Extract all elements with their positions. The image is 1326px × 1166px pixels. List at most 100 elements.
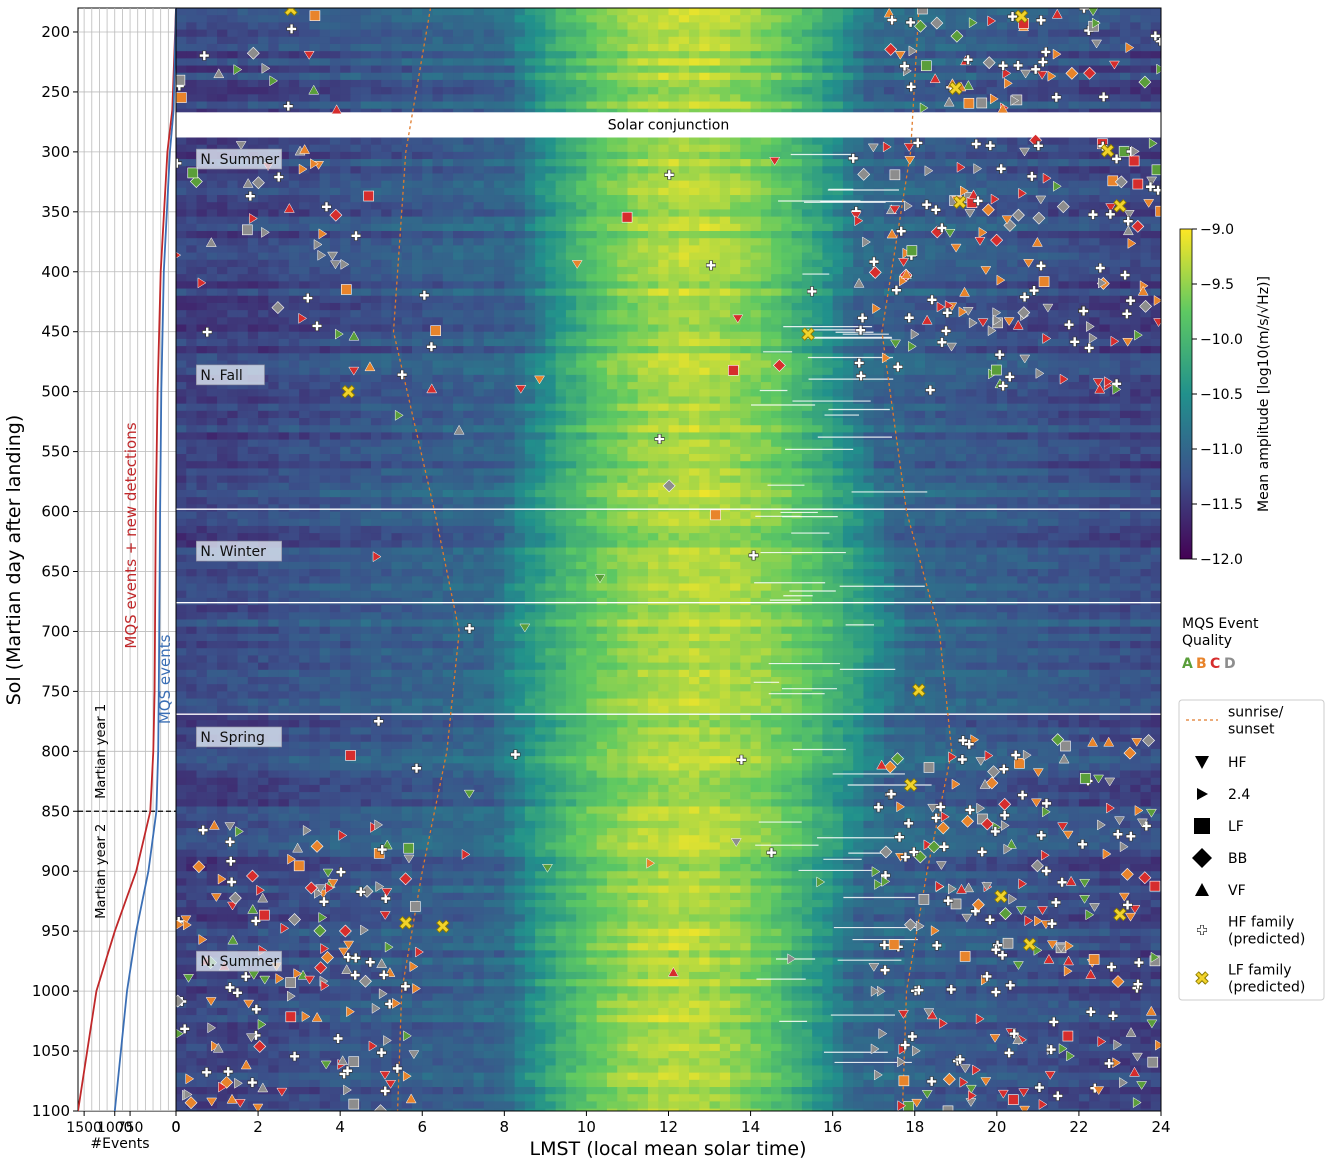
heatmap-cell <box>669 332 680 340</box>
heatmap-cell <box>669 238 680 246</box>
heatmap-cell <box>176 245 187 253</box>
heatmap-cell <box>515 58 526 66</box>
heatmap-cell <box>433 73 444 81</box>
heatmap-cell <box>279 51 290 59</box>
heatmap-cell <box>720 66 731 74</box>
heatmap-cell <box>843 51 854 59</box>
heatmap-cell <box>1151 368 1162 376</box>
heatmap-cell <box>1099 339 1110 347</box>
heatmap-cell <box>545 152 556 160</box>
heatmap-cell <box>556 37 567 45</box>
heatmap-cell <box>894 303 905 311</box>
heatmap-cell <box>720 353 731 361</box>
heatmap-cell <box>1099 346 1110 354</box>
heatmap-cell <box>238 94 249 102</box>
heatmap-cell <box>1038 317 1049 325</box>
heatmap-cell <box>915 274 926 282</box>
heatmap-cell <box>207 30 218 38</box>
heatmap-cell <box>289 382 300 390</box>
heatmap-cell <box>330 15 341 23</box>
heatmap-cell <box>227 310 238 318</box>
heatmap-cell <box>956 267 967 275</box>
heatmap-cell <box>658 231 669 239</box>
heatmap-cell <box>566 274 577 282</box>
heatmap-cell <box>1151 267 1162 275</box>
heatmap-cell <box>525 30 536 38</box>
heatmap-cell <box>946 353 957 361</box>
heatmap-cell <box>648 145 659 153</box>
year-2-label: Martian year 2 <box>94 824 109 919</box>
heatmap-cell <box>648 368 659 376</box>
heatmap-cell <box>638 317 649 325</box>
heatmap-cell <box>238 58 249 66</box>
heatmap-cell <box>1110 15 1121 23</box>
heatmap-cell <box>956 375 967 383</box>
heatmap-cell <box>771 238 782 246</box>
heatmap-cell <box>1120 360 1131 368</box>
heatmap-cell <box>894 80 905 88</box>
heatmap-cell <box>515 152 526 160</box>
heatmap-cell <box>617 181 628 189</box>
heatmap-cell <box>1038 224 1049 232</box>
heatmap-cell <box>833 87 844 95</box>
heatmap-cell <box>812 94 823 102</box>
heatmap-cell <box>309 173 320 181</box>
heatmap-cell <box>515 22 526 30</box>
heatmap-cell <box>586 396 597 404</box>
heatmap-cell <box>402 325 413 333</box>
heatmap-cell <box>279 375 290 383</box>
heatmap-cell <box>1120 188 1131 196</box>
heatmap-cell <box>248 245 259 253</box>
heatmap-cell <box>720 281 731 289</box>
heatmap-cell <box>1151 325 1162 333</box>
heatmap-cell <box>1099 195 1110 203</box>
heatmap-cell <box>720 346 731 354</box>
heatmap-cell <box>822 253 833 261</box>
heatmap-cell <box>463 181 474 189</box>
heatmap-cell <box>279 260 290 268</box>
heatmap-cell <box>371 346 382 354</box>
heatmap-cell <box>176 202 187 210</box>
heatmap-cell <box>1099 30 1110 38</box>
heatmap-cell <box>566 346 577 354</box>
heatmap-cell <box>1110 188 1121 196</box>
heatmap-cell <box>822 73 833 81</box>
heatmap-cell <box>597 267 608 275</box>
heatmap-cell <box>576 152 587 160</box>
heatmap-cell <box>371 209 382 217</box>
heatmap-cell <box>453 22 464 30</box>
heatmap-cell <box>833 281 844 289</box>
heatmap-cell <box>874 217 885 225</box>
heatmap-cell <box>658 217 669 225</box>
heatmap-cell <box>299 231 310 239</box>
heatmap-cell <box>720 325 731 333</box>
heatmap-cell <box>289 281 300 289</box>
heatmap-cell <box>946 368 957 376</box>
heatmap-cell <box>299 37 310 45</box>
heatmap-cell <box>371 375 382 383</box>
heatmap-cell <box>802 30 813 38</box>
heatmap-cell <box>361 145 372 153</box>
heatmap-cell <box>802 382 813 390</box>
heatmap-cell <box>525 166 536 174</box>
heatmap-cell <box>350 317 361 325</box>
heatmap-cell <box>1079 253 1090 261</box>
heatmap-cell <box>361 346 372 354</box>
heatmap-cell <box>258 353 269 361</box>
heatmap-cell <box>730 87 741 95</box>
heatmap-cell <box>946 360 957 368</box>
heatmap-cell <box>884 317 895 325</box>
heatmap-cell <box>946 274 957 282</box>
heatmap-cell <box>289 217 300 225</box>
heatmap-cell <box>217 325 228 333</box>
heatmap-cell <box>1007 87 1018 95</box>
heatmap-cell <box>1038 202 1049 210</box>
heatmap-cell <box>556 209 567 217</box>
heatmap-cell <box>597 382 608 390</box>
heatmap-cell <box>381 102 392 110</box>
heatmap-cell <box>412 375 423 383</box>
heatmap-cell <box>443 368 454 376</box>
heatmap-cell <box>566 173 577 181</box>
heatmap-cell <box>412 317 423 325</box>
heatmap-cell <box>525 209 536 217</box>
